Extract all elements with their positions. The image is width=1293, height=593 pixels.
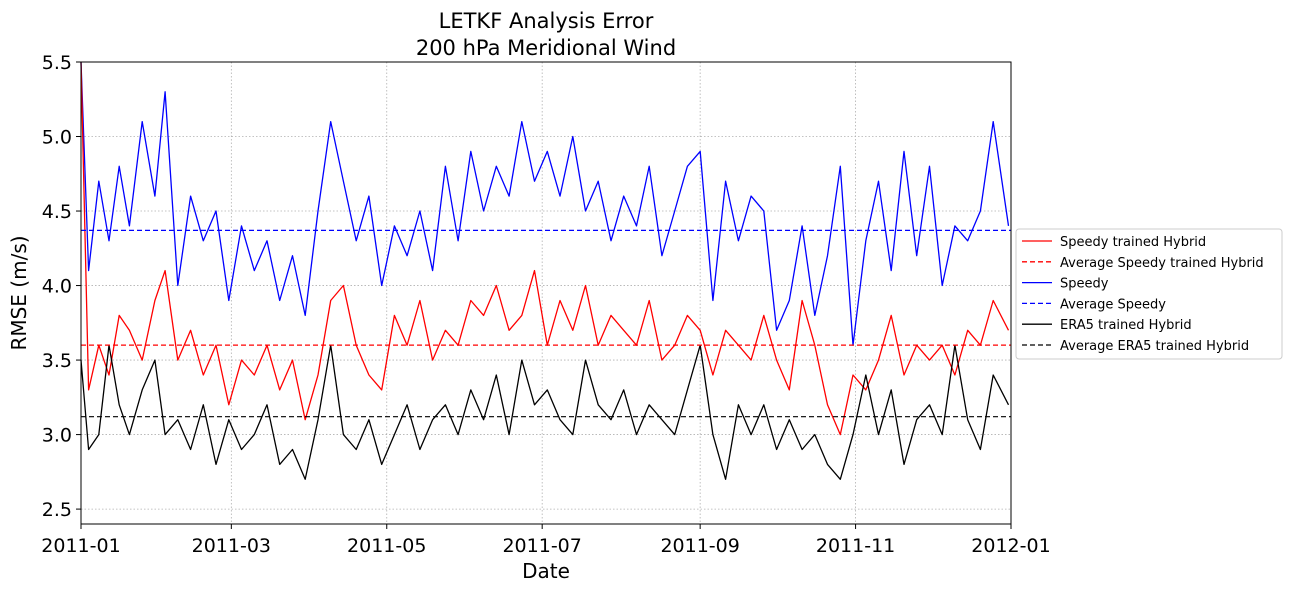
y-tick-label: 4.5 bbox=[42, 201, 72, 223]
y-tick-label: 5.5 bbox=[42, 52, 72, 74]
x-tick-label: 2012-01 bbox=[971, 535, 1050, 557]
legend-box bbox=[1015, 228, 1283, 360]
y-tick-label: 3.0 bbox=[42, 425, 72, 447]
legend-label: Speedy trained Hybrid bbox=[1060, 235, 1206, 250]
plot-area-frame bbox=[80, 61, 1012, 525]
chart-title: LETKF Analysis Error bbox=[439, 9, 654, 33]
chart-subtitle: 200 hPa Meridional Wind bbox=[416, 36, 676, 60]
y-axis-label: RMSE (m/s) bbox=[7, 235, 31, 350]
x-tick-label: 2011-09 bbox=[660, 535, 739, 557]
legend: Speedy trained Hybrid Average Speedy trai… bbox=[1015, 228, 1283, 360]
y-tick-label: 4.0 bbox=[42, 276, 72, 298]
y-tick-label: 5.0 bbox=[42, 127, 72, 149]
era5-trained-hybrid-line bbox=[80, 344, 1010, 480]
legend-label: Average Speedy trained Hybrid bbox=[1060, 256, 1264, 271]
series-layer bbox=[80, 61, 1011, 480]
y-tick-label: 2.5 bbox=[42, 499, 72, 521]
y-tick-label: 3.5 bbox=[42, 350, 72, 372]
legend-label: Speedy bbox=[1060, 277, 1109, 292]
grid-lines bbox=[80, 61, 1012, 524]
speedy-line bbox=[80, 61, 1010, 346]
x-axis-label: Date bbox=[522, 559, 570, 583]
x-tick-label: 2011-05 bbox=[347, 535, 426, 557]
axis-ticks: 2011-01 2011-03 2011-05 2011-07 2011-09 2011-… bbox=[41, 52, 1050, 557]
x-tick-label: 2011-01 bbox=[41, 535, 120, 557]
x-tick-label: 2011-03 bbox=[192, 535, 271, 557]
x-tick-label: 2011-11 bbox=[816, 535, 895, 557]
x-tick-label: 2011-07 bbox=[502, 535, 581, 557]
legend-label: ERA5 trained Hybrid bbox=[1060, 318, 1192, 333]
legend-label: Average ERA5 trained Hybrid bbox=[1060, 339, 1249, 354]
legend-label: Average Speedy bbox=[1060, 297, 1166, 312]
speedy-trained-hybrid-line bbox=[80, 61, 1010, 436]
